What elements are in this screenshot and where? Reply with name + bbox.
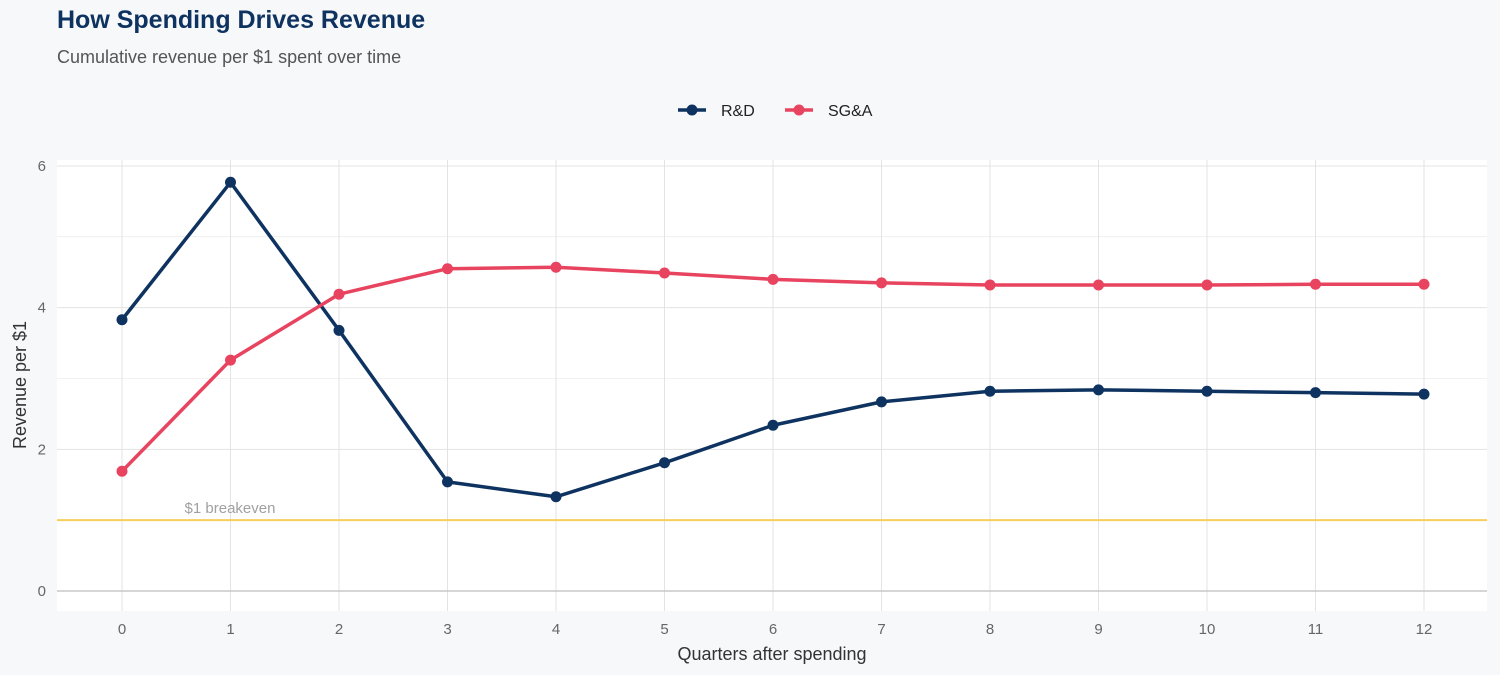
x-tick-label: 8	[986, 621, 994, 638]
legend-label: SG&A	[828, 103, 873, 120]
x-tick-label: 0	[118, 621, 126, 638]
data-point	[550, 261, 562, 273]
x-tick-label: 3	[443, 621, 451, 638]
y-axis-label: Revenue per $1	[10, 321, 30, 449]
data-point	[333, 288, 345, 300]
x-tick-label: 11	[1308, 621, 1324, 638]
x-tick-label: 10	[1199, 621, 1216, 638]
x-tick-label: 4	[552, 621, 560, 638]
data-point	[659, 267, 670, 279]
data-point	[659, 457, 670, 469]
x-tick-label: 6	[769, 621, 777, 638]
data-point	[1310, 278, 1321, 290]
chart-subtitle: Cumulative revenue per $1 spent over tim…	[57, 47, 402, 67]
data-point	[984, 279, 996, 291]
data-point	[116, 465, 128, 477]
legend-label: R&D	[721, 103, 755, 120]
plot-panel	[57, 160, 1487, 611]
y-tick-label: 0	[38, 583, 46, 600]
data-point	[1418, 388, 1430, 400]
data-point	[1201, 385, 1213, 397]
data-point	[333, 324, 345, 336]
data-point	[550, 491, 562, 503]
legend-key-point	[686, 104, 698, 116]
data-point	[116, 314, 128, 326]
data-point	[1093, 384, 1104, 396]
y-tick-label: 4	[38, 300, 46, 317]
data-point	[225, 176, 236, 188]
x-axis-label: Quarters after spending	[677, 644, 866, 664]
data-point	[767, 273, 779, 285]
data-point	[225, 354, 236, 366]
data-point	[1201, 279, 1213, 291]
legend-key-point	[793, 104, 805, 116]
breakeven-label: $1 breakeven	[185, 500, 276, 517]
x-tick-label: 12	[1416, 621, 1433, 638]
x-tick-label: 9	[1094, 621, 1102, 638]
data-point	[767, 419, 779, 431]
x-tick-label: 2	[335, 621, 343, 638]
data-point	[442, 476, 453, 488]
x-tick-label: 5	[660, 621, 668, 638]
data-point	[876, 396, 887, 408]
data-point	[876, 277, 887, 289]
x-tick-label: 1	[226, 621, 234, 638]
data-point	[442, 263, 453, 275]
data-point	[1310, 387, 1321, 399]
chart-title: How Spending Drives Revenue	[57, 6, 426, 34]
y-tick-label: 6	[38, 158, 46, 175]
data-point	[1093, 279, 1104, 291]
data-point	[984, 385, 996, 397]
data-point	[1418, 278, 1430, 290]
x-tick-label: 7	[877, 621, 885, 638]
y-tick-label: 2	[38, 441, 46, 458]
